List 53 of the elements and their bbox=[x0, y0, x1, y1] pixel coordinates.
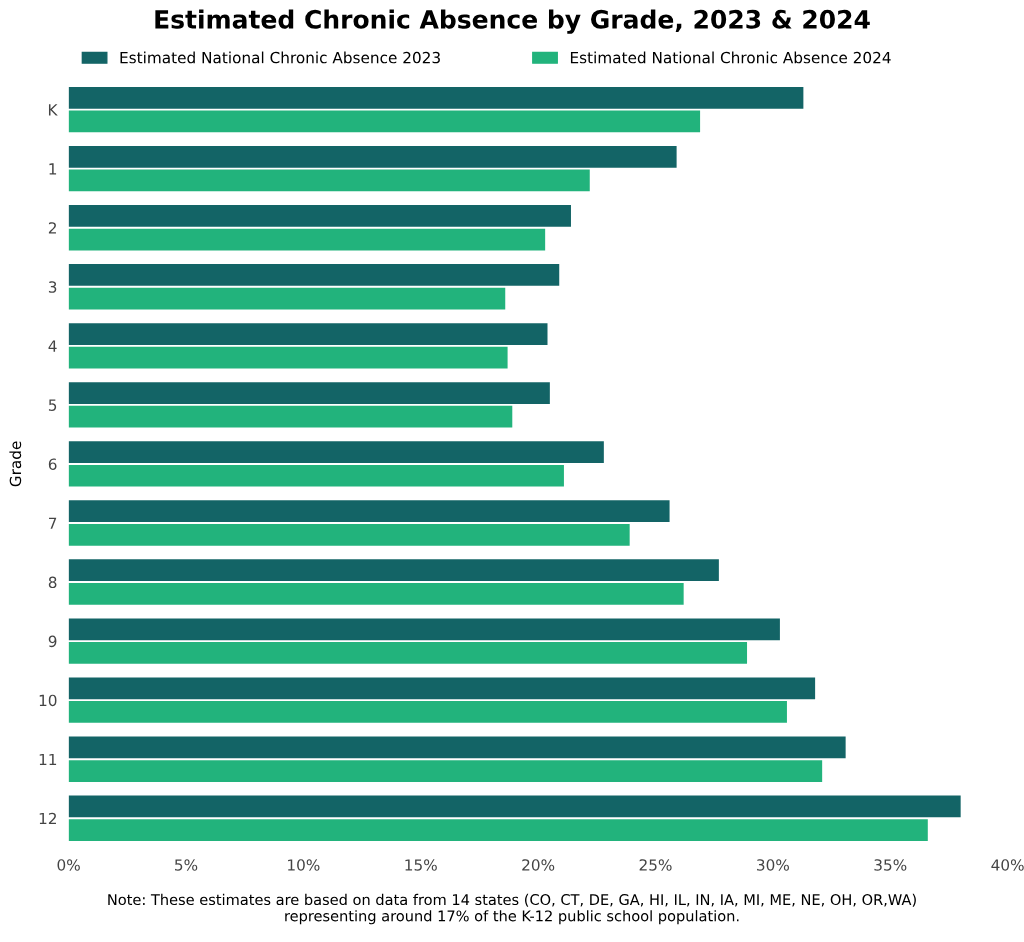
bar bbox=[68, 169, 590, 192]
bar bbox=[68, 736, 846, 759]
y-tick-label: 9 bbox=[48, 635, 57, 648]
legend-label: Estimated National Chronic Absence 2023 bbox=[120, 51, 440, 64]
bar bbox=[68, 500, 670, 523]
y-tick-label: K bbox=[48, 104, 58, 116]
x-tick-label: 0% bbox=[57, 859, 80, 871]
chart-title: Estimated Chronic Absence by Grade, 2023 & 2024 bbox=[155, 9, 870, 34]
bar bbox=[68, 582, 684, 605]
bar bbox=[68, 346, 508, 369]
bar bbox=[68, 228, 546, 251]
x-tick-label: 20% bbox=[522, 859, 555, 871]
y-tick-label: 10 bbox=[39, 694, 57, 707]
y-tick-label: 5 bbox=[48, 399, 57, 411]
bar bbox=[68, 382, 550, 404]
x-tick-label: 25% bbox=[639, 859, 672, 871]
bar bbox=[68, 819, 928, 841]
y-tick-label: 2 bbox=[48, 222, 56, 234]
bar bbox=[68, 760, 823, 782]
bar bbox=[68, 287, 506, 310]
y-axis-title: Grade bbox=[9, 441, 22, 487]
text: Note: These estimates are based on data from 14 states (CO, CT, DE, GA, HI, IL, IN, IA, MI, ME, NE, OH, OR,WA) representing around 17% of the K-12 public school population. bbox=[108, 893, 916, 925]
bar bbox=[68, 441, 604, 463]
x-tick-label: 30% bbox=[757, 859, 789, 871]
bar bbox=[68, 145, 677, 168]
x-tick-label: 35% bbox=[874, 859, 907, 871]
y-tick-label: 1 bbox=[49, 163, 57, 175]
bar bbox=[68, 701, 787, 723]
y-tick-label: 12 bbox=[39, 812, 56, 825]
x-tick-label: 5% bbox=[175, 859, 198, 871]
y-tick-label: 7 bbox=[49, 517, 57, 529]
y-tick-label: 3 bbox=[48, 281, 57, 293]
y-tick-label: 8 bbox=[48, 576, 57, 589]
bar bbox=[68, 677, 816, 700]
bar bbox=[68, 86, 804, 109]
bar bbox=[68, 405, 513, 428]
bar bbox=[68, 110, 701, 133]
bar bbox=[68, 205, 571, 227]
y-tick-label: 11 bbox=[39, 753, 57, 766]
x-tick-label: 15% bbox=[405, 859, 437, 871]
bar bbox=[68, 264, 560, 286]
bar bbox=[68, 464, 564, 487]
y-tick-label: 4 bbox=[48, 340, 57, 352]
bar bbox=[68, 323, 548, 345]
bar bbox=[68, 523, 630, 546]
bar bbox=[68, 618, 780, 641]
x-tick-label: 40% bbox=[991, 859, 1024, 871]
y-tick-label: 6 bbox=[48, 458, 57, 470]
x-tick-label: 10% bbox=[288, 859, 320, 871]
legend-label: Estimated National Chronic Absence 2024 bbox=[570, 51, 891, 64]
bar bbox=[68, 795, 961, 818]
bar bbox=[68, 642, 748, 664]
bar bbox=[68, 559, 719, 582]
